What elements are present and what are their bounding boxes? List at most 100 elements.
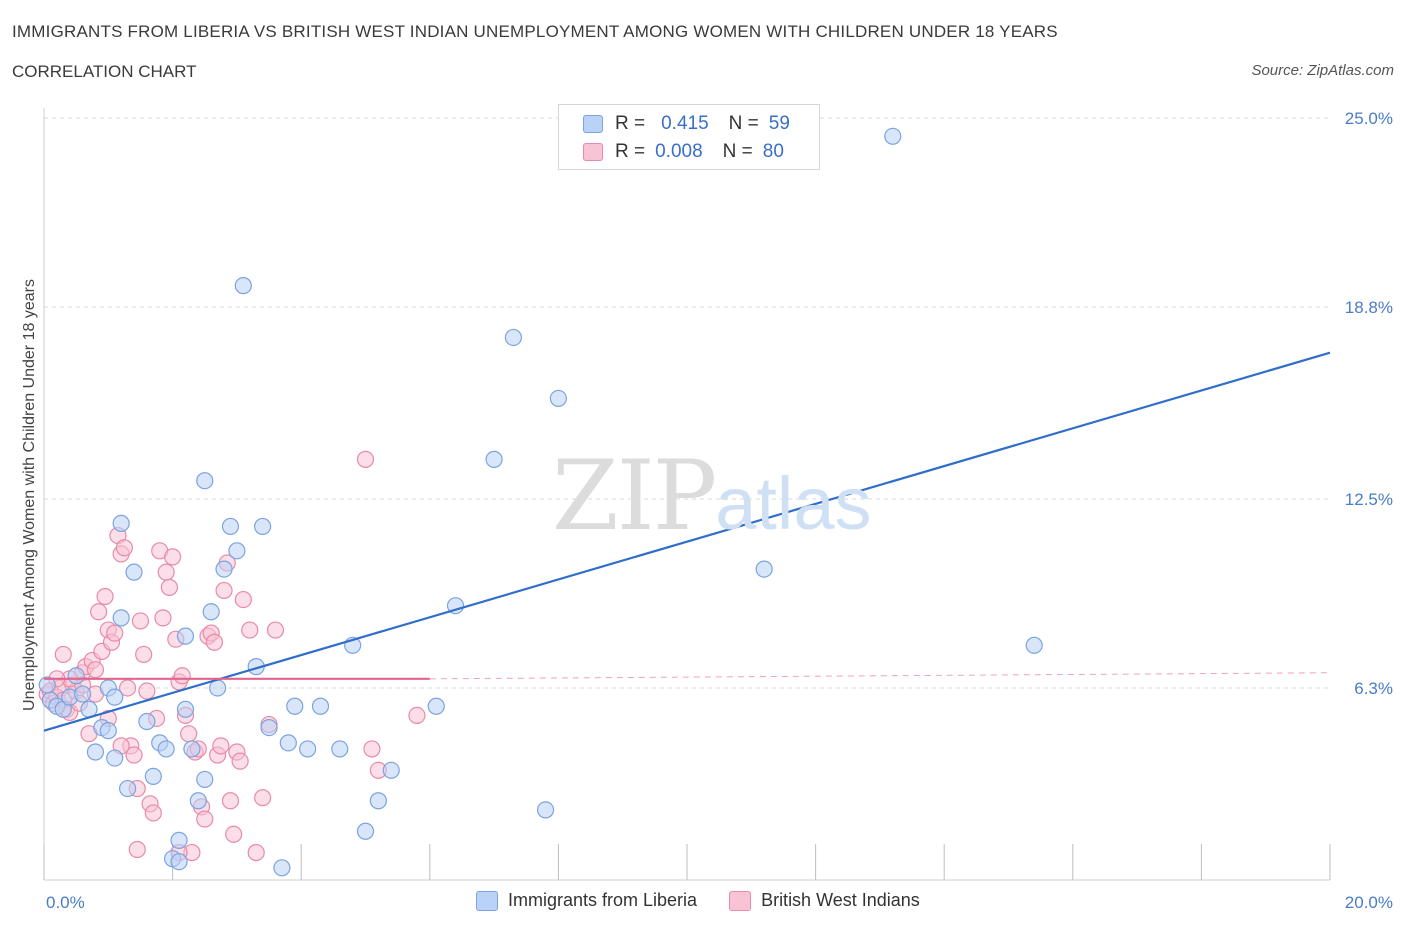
point-immigrants-from-liberia <box>99 722 117 740</box>
point-british-west-indians <box>164 548 182 566</box>
legend-row-liberia: R = 0.415 N = 59 <box>583 111 790 137</box>
legend-label-liberia: Immigrants from Liberia <box>508 890 698 910</box>
legend-swatch-blue <box>583 115 603 133</box>
x-tick-label: 0.0% <box>46 893 85 912</box>
point-immigrants-from-liberia <box>311 697 330 715</box>
legend-item-bwi[interactable]: British West Indians <box>729 890 920 911</box>
point-british-west-indians <box>356 450 375 468</box>
point-immigrants-from-liberia <box>536 801 555 819</box>
point-british-west-indians <box>86 661 105 679</box>
legend-r-value: 0.008 <box>655 141 703 162</box>
point-immigrants-from-liberia <box>112 609 130 627</box>
point-immigrants-from-liberia <box>106 749 124 767</box>
point-british-west-indians <box>266 621 285 639</box>
legend-n-value: 80 <box>762 141 784 162</box>
point-immigrants-from-liberia <box>196 472 214 490</box>
x-tick-label: 20.0% <box>1345 893 1393 912</box>
point-immigrants-from-liberia <box>254 517 272 536</box>
point-immigrants-from-liberia <box>382 761 400 779</box>
point-immigrants-from-liberia <box>234 277 252 295</box>
point-british-west-indians <box>363 740 381 758</box>
point-immigrants-from-liberia <box>446 597 465 615</box>
point-british-west-indians <box>205 633 223 651</box>
point-immigrants-from-liberia <box>273 859 291 877</box>
legend-r-label: R = <box>615 141 646 162</box>
point-immigrants-from-liberia <box>106 688 124 706</box>
y-axis-label: Unemployment Among Women with Children U… <box>21 279 38 711</box>
series-british-west-indians <box>38 450 426 862</box>
point-immigrants-from-liberia <box>86 743 105 761</box>
point-immigrants-from-liberia <box>427 697 445 715</box>
point-british-west-indians <box>106 624 124 642</box>
point-immigrants-from-liberia <box>38 676 56 694</box>
y-tick-label: 6.3% <box>1354 679 1393 698</box>
point-british-west-indians <box>54 645 72 664</box>
chart-title: IMMIGRANTS FROM LIBERIA VS BRITISH WEST … <box>12 22 1058 41</box>
point-immigrants-from-liberia <box>196 770 214 789</box>
legend-n-value: 59 <box>768 113 790 134</box>
watermark-zip: ZIP <box>552 440 717 552</box>
point-british-west-indians <box>221 792 240 810</box>
point-british-west-indians <box>247 843 265 862</box>
point-immigrants-from-liberia <box>549 389 568 408</box>
y-tick-label: 25.0% <box>1345 109 1393 128</box>
y-tick-label: 18.8% <box>1345 298 1393 317</box>
point-immigrants-from-liberia <box>286 697 304 715</box>
stats-legend: R = 0.415 N = 59 R = 0.008 N = 80 <box>558 104 820 170</box>
legend-r-label: R = <box>615 113 646 134</box>
point-immigrants-from-liberia <box>170 853 188 871</box>
point-british-west-indians <box>138 682 156 700</box>
point-immigrants-from-liberia <box>755 560 773 578</box>
point-british-west-indians <box>212 737 230 755</box>
source-credit: Source: ZipAtlas.com <box>1251 62 1394 79</box>
point-immigrants-from-liberia <box>112 514 130 532</box>
y-tick-label: 12.5% <box>1345 490 1393 509</box>
point-immigrants-from-liberia <box>260 718 278 737</box>
point-immigrants-from-liberia <box>125 563 143 581</box>
point-british-west-indians <box>160 578 178 596</box>
legend-item-liberia[interactable]: Immigrants from Liberia <box>476 890 697 911</box>
point-british-west-indians <box>225 825 243 843</box>
point-british-west-indians <box>131 612 150 630</box>
point-immigrants-from-liberia <box>118 779 137 798</box>
point-immigrants-from-liberia <box>504 328 522 347</box>
legend-n-label: N = <box>728 113 759 134</box>
point-british-west-indians <box>125 746 143 764</box>
point-immigrants-from-liberia <box>176 700 195 718</box>
point-british-west-indians <box>118 679 137 697</box>
point-british-west-indians <box>144 804 162 822</box>
point-immigrants-from-liberia <box>356 822 375 840</box>
point-immigrants-from-liberia <box>183 740 201 758</box>
point-immigrants-from-liberia <box>279 734 297 752</box>
point-british-west-indians <box>96 587 114 606</box>
point-immigrants-from-liberia <box>73 685 92 703</box>
trend-lines <box>43 351 1331 732</box>
point-immigrants-from-liberia <box>1025 636 1043 654</box>
series-immigrants-from-liberia <box>38 127 1043 877</box>
watermark-atlas: atlas <box>715 462 872 545</box>
point-immigrants-from-liberia <box>157 740 175 758</box>
point-immigrants-from-liberia <box>485 450 503 468</box>
point-british-west-indians <box>231 752 249 770</box>
legend-swatch-pink <box>729 890 752 911</box>
point-british-west-indians <box>154 609 172 627</box>
point-immigrants-from-liberia <box>228 542 246 560</box>
point-immigrants-from-liberia <box>215 560 233 578</box>
watermark: ZIPatlas <box>552 440 872 552</box>
point-immigrants-from-liberia <box>202 603 220 621</box>
point-immigrants-from-liberia <box>369 792 387 810</box>
point-british-west-indians <box>157 563 175 581</box>
legend-swatch-blue <box>476 890 498 911</box>
legend-r-value: 0.415 <box>661 113 709 134</box>
point-british-west-indians <box>234 590 252 609</box>
legend-row-bwi: R = 0.008 N = 80 <box>583 139 784 165</box>
point-british-west-indians <box>180 725 198 743</box>
point-british-west-indians <box>215 581 233 600</box>
point-immigrants-from-liberia <box>176 627 195 645</box>
point-immigrants-from-liberia <box>331 740 349 758</box>
legend-label-bwi: British West Indians <box>761 890 920 910</box>
point-immigrants-from-liberia <box>299 740 317 758</box>
point-immigrants-from-liberia <box>221 517 240 536</box>
point-immigrants-from-liberia <box>170 831 188 849</box>
